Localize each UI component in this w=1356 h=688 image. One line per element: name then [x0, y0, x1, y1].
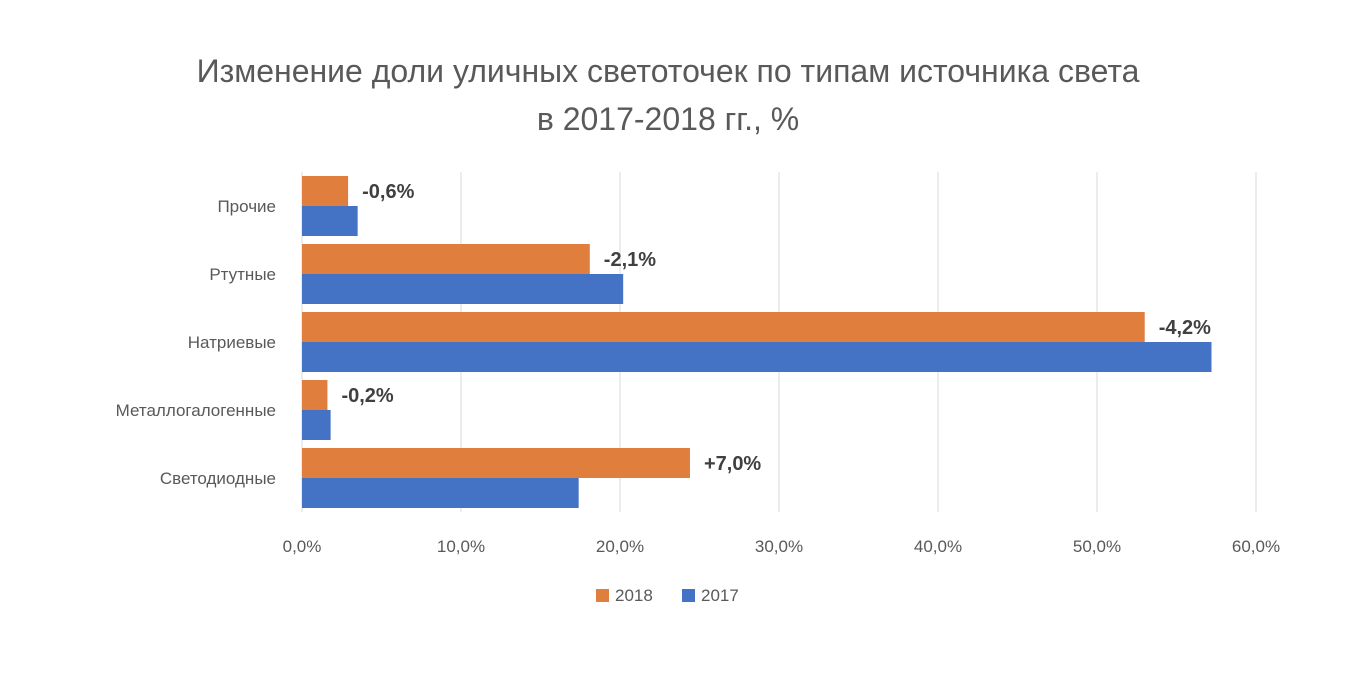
data-label: -2,1%: [604, 249, 656, 271]
chart-subtitle: в 2017-2018 гг., %: [537, 101, 799, 137]
bar-2018: [302, 244, 590, 274]
data-label: +7,0%: [704, 453, 761, 475]
x-tick-label: 50,0%: [1073, 537, 1121, 556]
bar-2017: [302, 342, 1212, 372]
bar-2017: [302, 478, 579, 508]
legend-swatch: [596, 589, 609, 602]
bar-2018: [302, 176, 349, 206]
x-tick-label: 30,0%: [755, 537, 803, 556]
x-tick-label: 60,0%: [1232, 537, 1280, 556]
bars: [302, 176, 1212, 508]
data-label: -4,2%: [1159, 317, 1211, 339]
bar-2018: [302, 312, 1145, 342]
legend-label: 2017: [701, 586, 739, 605]
bar-2017: [302, 274, 624, 304]
data-label: -0,2%: [341, 385, 393, 407]
legend: 2018 2017: [596, 586, 739, 605]
bar-2017: [302, 206, 358, 236]
legend-label: 2018: [615, 586, 653, 605]
x-tick-label: 10,0%: [437, 537, 485, 556]
bar-2017: [302, 410, 331, 440]
legend-swatch: [682, 589, 695, 602]
chart-title: Изменение доли уличных светоточек по тип…: [197, 53, 1140, 89]
x-tick-label: 20,0%: [596, 537, 644, 556]
category-label: Прочие: [217, 197, 276, 216]
x-tick-label: 40,0%: [914, 537, 962, 556]
x-tick-label: 0,0%: [283, 537, 322, 556]
bar-2018: [302, 448, 690, 478]
category-label: Натриевые: [188, 333, 276, 352]
category-label: Металлогалогенные: [116, 401, 276, 420]
data-label: -0,6%: [362, 181, 414, 203]
category-label: Ртутные: [209, 265, 276, 284]
labels: 0,0% 10,0% 20,0% 30,0% 40,0% 50,0% 60,0% Прочие…: [116, 181, 1280, 556]
bar-2018: [302, 380, 328, 410]
category-label: Светодиодные: [160, 469, 276, 488]
